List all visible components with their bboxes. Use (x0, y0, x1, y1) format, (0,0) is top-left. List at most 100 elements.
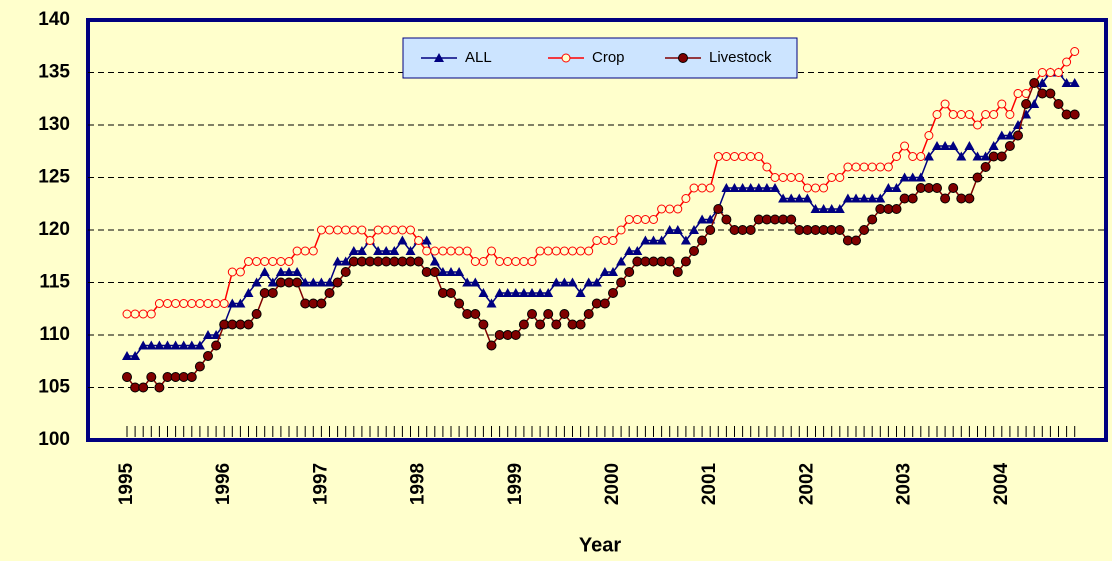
marker (786, 193, 797, 203)
marker (195, 299, 205, 308)
marker (178, 340, 189, 350)
marker (811, 183, 820, 193)
marker (478, 288, 489, 297)
marker (138, 309, 148, 319)
marker (446, 288, 456, 298)
legend-label: Crop (592, 49, 625, 66)
legend-marker (561, 53, 571, 63)
marker (438, 246, 448, 256)
x-tick-label: 2004 (991, 462, 1012, 505)
y-tick-label: 125 (38, 167, 70, 188)
marker (1045, 88, 1056, 99)
marker (170, 340, 181, 350)
marker (859, 193, 870, 203)
marker (405, 246, 416, 255)
marker (146, 372, 157, 382)
marker (454, 267, 465, 276)
marker (462, 246, 472, 256)
marker (923, 151, 934, 161)
marker (932, 110, 942, 119)
marker (414, 236, 424, 245)
marker (802, 193, 813, 203)
marker (859, 162, 869, 172)
marker (948, 110, 958, 119)
marker (292, 246, 302, 256)
marker (211, 299, 221, 308)
marker (478, 257, 488, 266)
marker (640, 215, 650, 224)
marker (591, 277, 602, 287)
marker (754, 152, 764, 161)
marker (997, 99, 1007, 109)
marker (835, 173, 845, 182)
marker (648, 235, 659, 245)
marker (964, 141, 975, 150)
marker (1021, 99, 1032, 109)
y-tick-label: 115 (39, 272, 70, 293)
marker (130, 351, 141, 360)
marker (559, 277, 570, 287)
marker (251, 309, 262, 319)
marker (1013, 89, 1023, 98)
marker (592, 236, 602, 245)
marker (713, 152, 723, 161)
marker (551, 246, 561, 256)
marker (340, 267, 351, 277)
marker (381, 246, 392, 255)
marker (1053, 99, 1064, 109)
marker (891, 204, 902, 214)
marker (721, 152, 731, 161)
marker (454, 298, 465, 309)
marker (907, 193, 918, 204)
marker (292, 277, 303, 288)
marker (818, 204, 829, 213)
marker (486, 340, 497, 351)
marker (397, 225, 407, 235)
marker (551, 277, 562, 287)
marker (972, 151, 983, 161)
marker (162, 340, 173, 350)
marker (349, 225, 359, 235)
marker (948, 141, 959, 150)
marker (470, 309, 481, 319)
marker (713, 204, 724, 214)
marker (324, 288, 335, 298)
marker (996, 130, 1007, 140)
marker (859, 225, 870, 235)
marker (665, 204, 675, 214)
marker (267, 288, 278, 298)
marker (608, 267, 618, 276)
marker (834, 225, 845, 235)
marker (146, 309, 156, 319)
marker (730, 152, 739, 161)
marker (187, 299, 197, 308)
marker (292, 267, 303, 276)
marker (535, 246, 545, 256)
marker (972, 172, 983, 183)
marker (745, 225, 756, 235)
marker (826, 204, 837, 213)
marker (1054, 68, 1063, 77)
marker (340, 256, 351, 266)
marker (883, 162, 893, 172)
marker (495, 257, 505, 266)
marker (738, 152, 748, 161)
marker (932, 183, 942, 193)
marker (235, 298, 246, 308)
y-tick-label: 140 (38, 9, 70, 30)
marker (252, 257, 262, 266)
marker (988, 141, 999, 150)
marker (1070, 47, 1080, 56)
marker (163, 299, 172, 308)
marker (284, 267, 294, 276)
x-tick-label: 2003 (894, 463, 915, 505)
marker (584, 246, 594, 256)
marker (1037, 78, 1048, 87)
marker (599, 298, 610, 309)
marker (608, 288, 618, 298)
marker (624, 215, 634, 224)
marker (130, 309, 140, 319)
marker (1069, 78, 1080, 87)
